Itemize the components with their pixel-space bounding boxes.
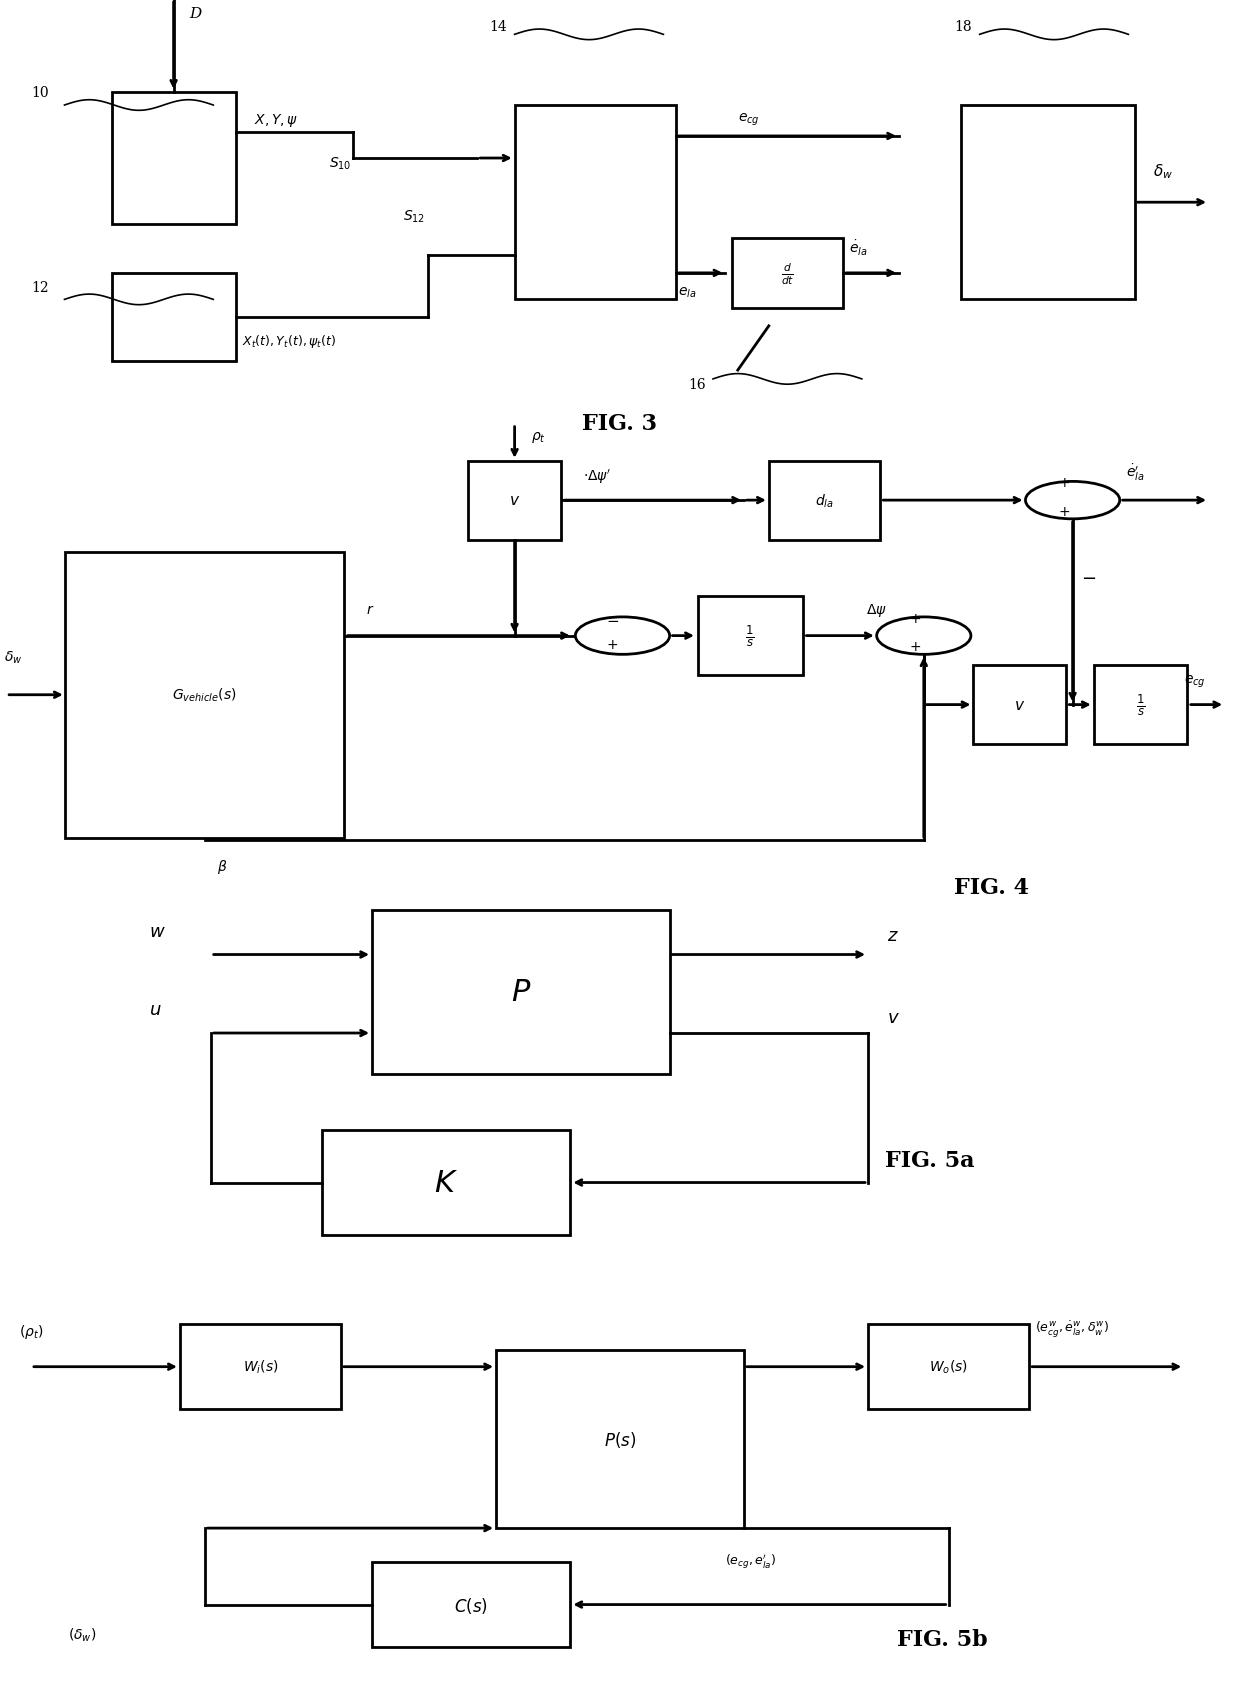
- Text: $z$: $z$: [887, 925, 899, 944]
- FancyBboxPatch shape: [322, 1131, 570, 1234]
- FancyBboxPatch shape: [972, 666, 1065, 744]
- Text: $v$: $v$: [508, 494, 521, 508]
- Text: $W_o(s)$: $W_o(s)$: [929, 1358, 968, 1375]
- Text: $X_t(t), Y_t(t), \psi_t(t)$: $X_t(t), Y_t(t), \psi_t(t)$: [242, 333, 336, 350]
- Text: $\rho_t$: $\rho_t$: [531, 430, 546, 445]
- FancyBboxPatch shape: [66, 552, 345, 839]
- Text: $(e^w_{cg}, \dot{e}^w_{la}, \delta^w_w)$: $(e^w_{cg}, \dot{e}^w_{la}, \delta^w_w)$: [1035, 1318, 1110, 1338]
- Text: $d_{la}$: $d_{la}$: [815, 492, 835, 509]
- Text: $W_i(s)$: $W_i(s)$: [243, 1358, 278, 1375]
- Text: $u$: $u$: [149, 1000, 161, 1019]
- FancyBboxPatch shape: [697, 598, 804, 676]
- Text: $\frac{1}{s}$: $\frac{1}{s}$: [1136, 693, 1146, 718]
- Text: $\Delta\psi$: $\Delta\psi$: [866, 603, 887, 620]
- FancyBboxPatch shape: [732, 238, 843, 309]
- Text: 12: 12: [31, 280, 48, 294]
- Text: $\delta_w$: $\delta_w$: [1153, 163, 1173, 182]
- Text: $+$: $+$: [909, 611, 921, 625]
- Text: $G_{vehicle}(s)$: $G_{vehicle}(s)$: [172, 686, 237, 705]
- Text: D: D: [190, 7, 202, 20]
- Text: $v$: $v$: [887, 1009, 899, 1026]
- Text: $v$: $v$: [1013, 698, 1025, 711]
- Text: $C(s)$: $C(s)$: [454, 1594, 489, 1615]
- Text: $P(s)$: $P(s)$: [604, 1430, 636, 1448]
- FancyBboxPatch shape: [515, 105, 676, 301]
- Text: 10: 10: [31, 87, 48, 100]
- FancyBboxPatch shape: [180, 1324, 341, 1409]
- Text: $S_{10}$: $S_{10}$: [329, 156, 351, 171]
- Text: $e_{cg}$: $e_{cg}$: [738, 112, 759, 127]
- Text: $(\delta_w)$: $(\delta_w)$: [68, 1625, 97, 1644]
- Text: $\frac{1}{s}$: $\frac{1}{s}$: [745, 623, 755, 649]
- Text: $\frac{d}{dt}$: $\frac{d}{dt}$: [781, 261, 794, 287]
- Text: FIG. 5a: FIG. 5a: [885, 1150, 975, 1172]
- Text: $\delta_w$: $\delta_w$: [4, 649, 22, 666]
- Text: $-$: $-$: [606, 613, 620, 627]
- Text: $-$: $-$: [1081, 569, 1096, 586]
- FancyBboxPatch shape: [112, 93, 236, 226]
- Text: $\dot{e}^{\prime}_{la}$: $\dot{e}^{\prime}_{la}$: [1126, 462, 1145, 484]
- Text: $\cdot\Delta\psi^{\prime}$: $\cdot\Delta\psi^{\prime}$: [583, 469, 611, 486]
- Text: $K$: $K$: [434, 1167, 459, 1199]
- Text: $e_{la}$: $e_{la}$: [678, 285, 697, 301]
- Text: FIG. 5b: FIG. 5b: [897, 1628, 988, 1649]
- Text: FIG. 4: FIG. 4: [955, 876, 1029, 898]
- FancyBboxPatch shape: [1095, 666, 1188, 744]
- Text: $\dot{e}_{la}$: $\dot{e}_{la}$: [849, 239, 868, 258]
- FancyBboxPatch shape: [961, 105, 1135, 301]
- FancyBboxPatch shape: [769, 462, 880, 540]
- FancyBboxPatch shape: [372, 910, 670, 1075]
- FancyBboxPatch shape: [469, 462, 560, 540]
- Text: 16: 16: [688, 377, 706, 392]
- Text: $(\rho_t)$: $(\rho_t)$: [19, 1323, 43, 1340]
- Text: $r$: $r$: [366, 603, 374, 616]
- Text: 14: 14: [490, 20, 507, 34]
- FancyBboxPatch shape: [496, 1350, 744, 1528]
- Text: $(e_{cg}, e^{\prime}_{la})$: $(e_{cg}, e^{\prime}_{la})$: [725, 1552, 776, 1571]
- Text: $e_{cg}$: $e_{cg}$: [1184, 672, 1205, 689]
- Text: FIG. 3: FIG. 3: [583, 413, 657, 435]
- Text: $P$: $P$: [511, 976, 531, 1009]
- FancyBboxPatch shape: [868, 1324, 1029, 1409]
- Text: $X, Y, \psi$: $X, Y, \psi$: [254, 112, 299, 129]
- FancyBboxPatch shape: [112, 273, 236, 362]
- Text: $w$: $w$: [149, 922, 165, 941]
- Text: $+$: $+$: [1058, 475, 1070, 491]
- Text: $+$: $+$: [1058, 504, 1070, 518]
- Text: 18: 18: [955, 20, 972, 34]
- Text: $S_{12}$: $S_{12}$: [403, 209, 425, 226]
- Text: $\beta$: $\beta$: [217, 857, 227, 874]
- Text: $+$: $+$: [606, 637, 619, 652]
- Text: $+$: $+$: [909, 640, 921, 654]
- FancyBboxPatch shape: [372, 1562, 570, 1647]
